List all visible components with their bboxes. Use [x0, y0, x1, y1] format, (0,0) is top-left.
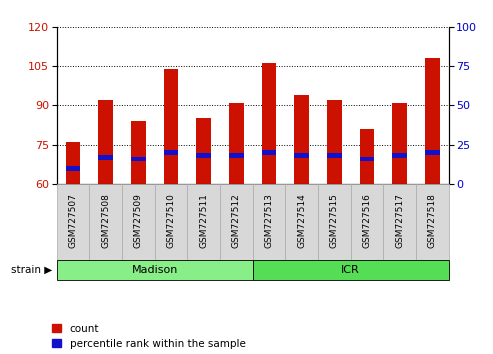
Text: GSM727508: GSM727508: [101, 193, 110, 248]
Text: GSM727510: GSM727510: [167, 193, 176, 248]
Bar: [327, 153, 342, 158]
Bar: [425, 58, 440, 184]
Bar: [229, 103, 244, 184]
Bar: [196, 153, 211, 158]
Bar: [294, 153, 309, 158]
Text: GSM727507: GSM727507: [69, 193, 77, 248]
Bar: [66, 166, 80, 171]
Text: GSM727516: GSM727516: [362, 193, 372, 248]
Text: GSM727511: GSM727511: [199, 193, 208, 248]
Bar: [327, 100, 342, 184]
Bar: [131, 121, 146, 184]
Text: GSM727518: GSM727518: [428, 193, 437, 248]
Bar: [66, 142, 80, 184]
Legend: count, percentile rank within the sample: count, percentile rank within the sample: [52, 324, 246, 349]
Bar: [164, 150, 178, 155]
Bar: [262, 63, 277, 184]
Text: GSM727509: GSM727509: [134, 193, 143, 248]
Text: GSM727513: GSM727513: [264, 193, 274, 248]
Bar: [262, 150, 277, 155]
Text: strain ▶: strain ▶: [10, 265, 52, 275]
Bar: [425, 150, 440, 155]
Bar: [359, 129, 374, 184]
Text: Madison: Madison: [132, 265, 178, 275]
Bar: [359, 156, 374, 161]
Text: GSM727512: GSM727512: [232, 193, 241, 248]
Bar: [229, 153, 244, 158]
Bar: [196, 119, 211, 184]
Text: GSM727515: GSM727515: [330, 193, 339, 248]
Bar: [98, 155, 113, 160]
Bar: [392, 103, 407, 184]
Bar: [131, 156, 146, 161]
Text: GSM727514: GSM727514: [297, 193, 306, 248]
Bar: [164, 69, 178, 184]
Text: GSM727517: GSM727517: [395, 193, 404, 248]
Bar: [392, 153, 407, 158]
Bar: [294, 95, 309, 184]
Bar: [98, 100, 113, 184]
Text: ICR: ICR: [341, 265, 360, 275]
